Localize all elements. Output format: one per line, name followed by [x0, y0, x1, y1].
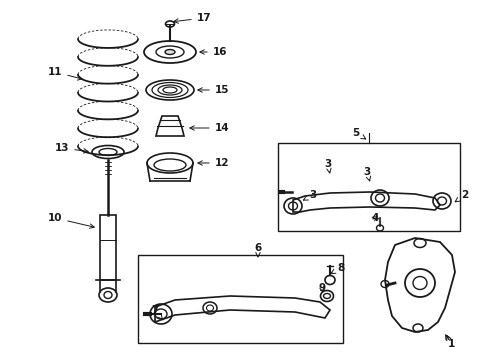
Ellipse shape [164, 49, 175, 54]
Text: 13: 13 [55, 143, 88, 153]
Text: 12: 12 [198, 158, 229, 168]
Text: 11: 11 [48, 67, 82, 80]
Text: 3: 3 [303, 190, 316, 200]
Bar [138, 255, 342, 343]
Bar [100, 215, 116, 280]
Text: 15: 15 [198, 85, 229, 95]
Bar [278, 143, 459, 231]
Text: 2: 2 [454, 190, 468, 202]
Text: 8: 8 [330, 263, 344, 274]
Text: 10: 10 [48, 213, 94, 228]
Text: 5: 5 [352, 128, 365, 139]
Text: 3: 3 [324, 159, 331, 173]
Text: 16: 16 [200, 47, 227, 57]
Text: 1: 1 [445, 335, 454, 349]
Text: 9: 9 [318, 283, 325, 293]
Text: 17: 17 [174, 13, 211, 23]
Text: 7: 7 [151, 305, 163, 320]
Text: 6: 6 [254, 243, 261, 257]
Text: 14: 14 [189, 123, 229, 133]
Text: 3: 3 [363, 167, 370, 181]
Text: 4: 4 [370, 213, 378, 223]
